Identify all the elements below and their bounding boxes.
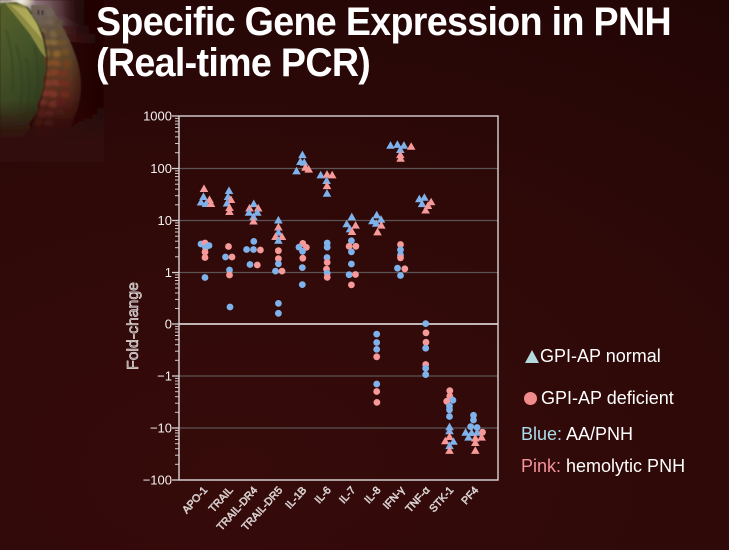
svg-text:TNF-α: TNF-α [403, 484, 432, 515]
svg-text:APO-1: APO-1 [180, 484, 210, 516]
svg-text:−1: −1 [157, 369, 172, 384]
svg-text:100: 100 [150, 161, 172, 176]
svg-text:−10: −10 [150, 421, 172, 436]
svg-text:Fold-change: Fold-change [125, 282, 142, 370]
svg-text:0: 0 [165, 317, 172, 332]
svg-text:1000: 1000 [143, 109, 172, 124]
svg-text:STK-1: STK-1 [427, 484, 456, 514]
svg-text:10: 10 [158, 213, 172, 228]
svg-text:IL-8: IL-8 [362, 484, 383, 506]
svg-text:PF4: PF4 [459, 484, 481, 507]
svg-text:IL-1B: IL-1B [283, 484, 309, 511]
svg-text:IL-7: IL-7 [337, 484, 358, 506]
svg-text:IL-6: IL-6 [313, 484, 334, 506]
svg-text:−100: −100 [143, 473, 172, 488]
svg-text:1: 1 [165, 265, 172, 280]
